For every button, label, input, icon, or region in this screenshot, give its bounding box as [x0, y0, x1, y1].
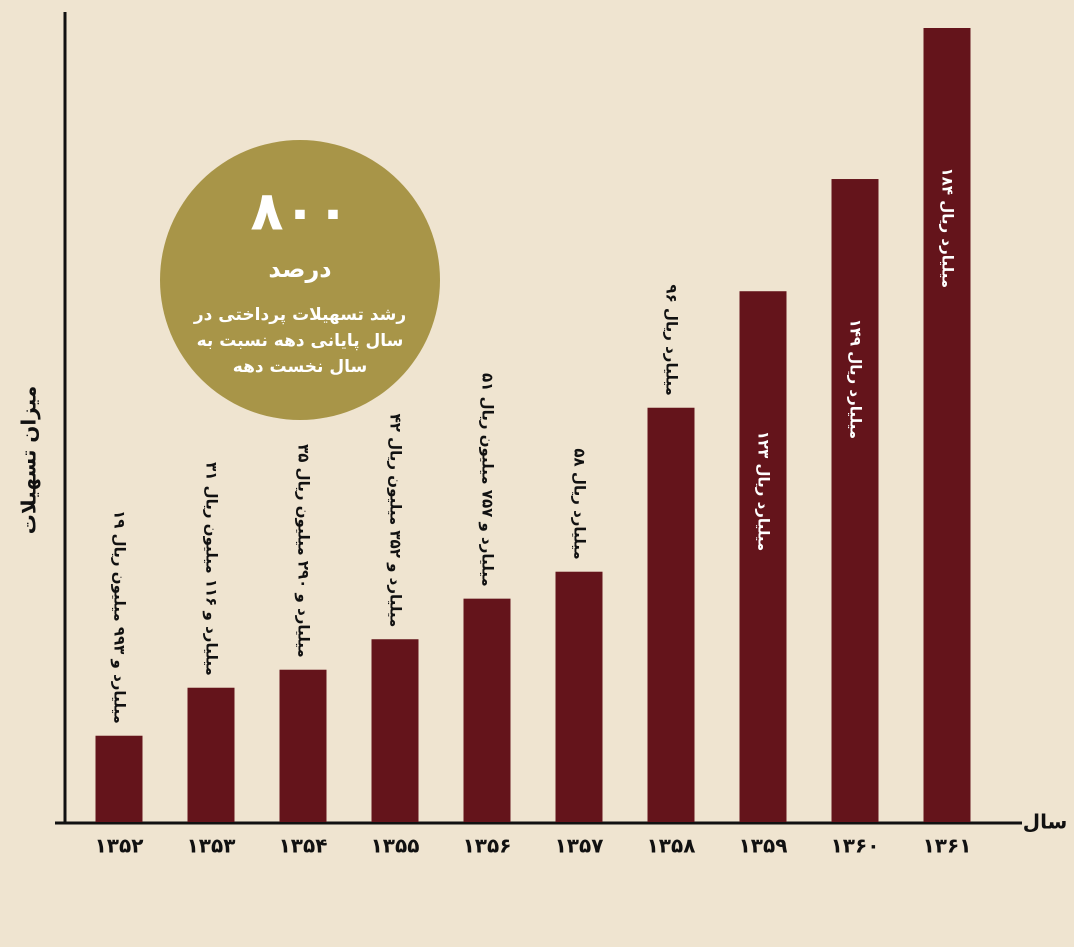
data-label: ۱۲۳ میلیارد ریال: [755, 431, 773, 551]
x-tick-label: ۱۳۵۹: [739, 834, 788, 858]
data-label: ۱۴۹ میلیارد ریال: [847, 319, 865, 439]
bar: [555, 571, 603, 822]
x-tick-label: ۱۳۵۴: [279, 834, 328, 858]
x-tick-label: ۱۳۵۵: [371, 834, 420, 858]
data-label: ۳۱ میلیارد و ۱۱۶ میلیون ریال: [203, 462, 221, 676]
bar: [831, 179, 879, 823]
y-axis-label: میزان تسهیلات: [17, 386, 41, 534]
bar: [647, 407, 695, 822]
bar: [739, 291, 787, 822]
bar: [371, 639, 419, 822]
x-tick-label: ۱۳۵۷: [555, 834, 604, 858]
x-tick-label: ۱۳۵۳: [187, 834, 236, 858]
x-tick-label: ۱۳۵۸: [647, 834, 696, 858]
annotation-text: سال پایانی دهه نسبت به: [197, 331, 404, 351]
bar: [923, 28, 971, 822]
x-axis-label: سال: [1023, 810, 1068, 834]
annotation-value: ۸۰۰: [251, 180, 350, 243]
x-tick-label: ۱۳۶۰: [831, 834, 880, 858]
annotation-text: رشد تسهیلات پرداختی در: [193, 305, 406, 325]
data-label: ۱۸۴ میلیارد ریال: [939, 168, 957, 288]
data-label: ۹۶ میلیارد ریال: [663, 284, 681, 395]
x-tick-label: ۱۳۶۱: [923, 834, 972, 858]
data-label: ۵۱ میلیارد و ۷۵۷ میلیون ریال: [479, 373, 497, 587]
annotation-text: سال نخست دهه: [233, 357, 367, 377]
data-label: ۱۹ میلیارد و ۹۹۳ میلیون ریال: [111, 510, 129, 724]
bar: [95, 735, 143, 822]
bar: [279, 669, 327, 822]
bar: [187, 687, 235, 822]
annotation-circle: [160, 140, 440, 420]
data-label: ۴۲ میلیارد و ۳۵۲ میلیون ریال: [387, 414, 405, 628]
data-label: ۵۸ میلیارد ریال: [571, 448, 589, 559]
x-tick-label: ۱۳۵۶: [463, 834, 512, 858]
annotation-unit: درصد: [268, 255, 331, 283]
data-label: ۳۵ میلیارد و ۲۹۰ میلیون ریال: [295, 444, 313, 658]
bar: [463, 598, 511, 822]
x-tick-label: ۱۳۵۲: [95, 834, 144, 858]
